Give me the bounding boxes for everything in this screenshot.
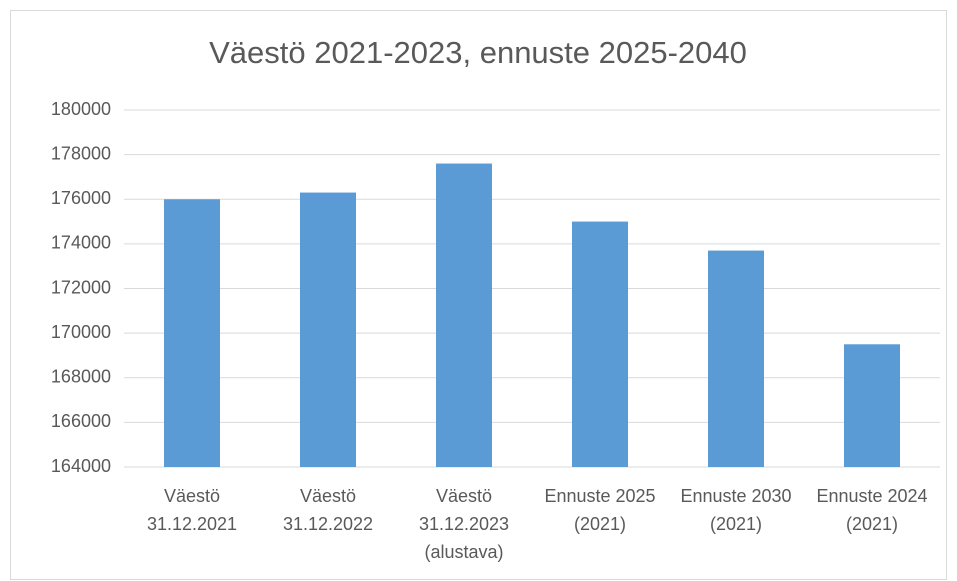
x-tick-label: (2021): [574, 514, 626, 534]
y-tick-label: 168000: [51, 367, 111, 387]
bar: [164, 199, 220, 467]
x-tick-label: Väestö: [300, 486, 356, 506]
bar: [844, 344, 900, 467]
bar: [300, 192, 356, 467]
x-tick-label: 31.12.2021: [147, 514, 237, 534]
bar: [708, 250, 764, 467]
x-tick-label: (2021): [710, 514, 762, 534]
y-tick-label: 180000: [51, 99, 111, 119]
x-tick-label: (2021): [846, 514, 898, 534]
x-tick-label: Ennuste 2024: [816, 486, 927, 506]
y-tick-label: 176000: [51, 188, 111, 208]
x-tick-label: Ennuste 2025: [544, 486, 655, 506]
x-tick-label: Ennuste 2030: [680, 486, 791, 506]
y-tick-label: 172000: [51, 277, 111, 297]
y-tick-label: 178000: [51, 143, 111, 163]
y-tick-label: 166000: [51, 411, 111, 431]
x-tick-label: (alustava): [424, 542, 503, 562]
y-tick-label: 174000: [51, 233, 111, 253]
x-tick-label: Väestö: [436, 486, 492, 506]
x-tick-label: 31.12.2023: [419, 514, 509, 534]
bar: [572, 221, 628, 467]
x-tick-label: Väestö: [164, 486, 220, 506]
x-tick-label: 31.12.2022: [283, 514, 373, 534]
y-tick-label: 164000: [51, 456, 111, 476]
bar: [436, 163, 492, 468]
y-tick-label: 170000: [51, 322, 111, 342]
chart-title: Väestö 2021-2023, ennuste 2025-2040: [209, 35, 747, 70]
